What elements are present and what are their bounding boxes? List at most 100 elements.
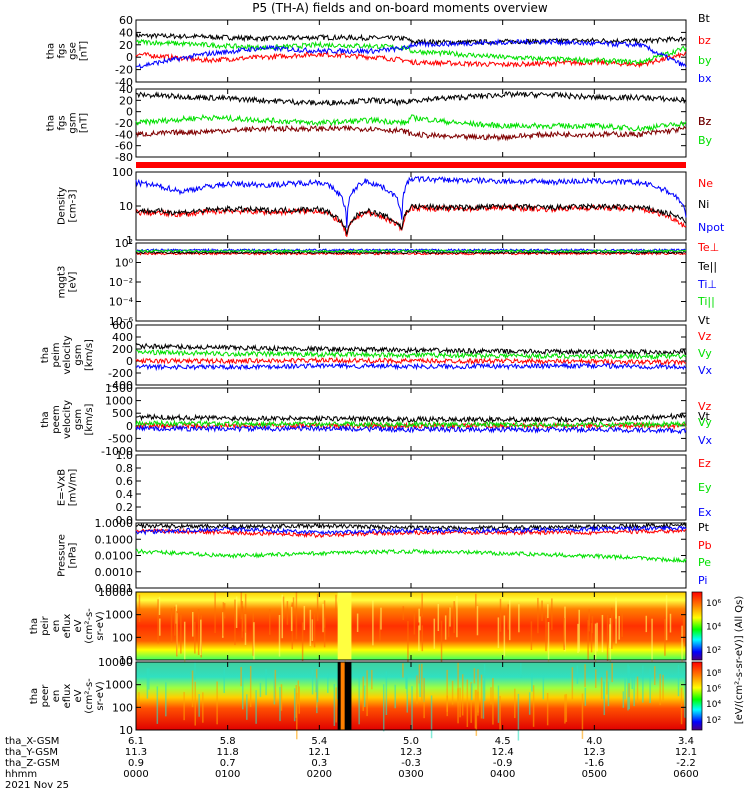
spectrogram-streak xyxy=(406,694,409,713)
spectrogram-streak xyxy=(482,680,485,719)
y-tick-label: 0.0 xyxy=(116,514,134,527)
spectrogram-streak xyxy=(157,599,159,644)
y-tick-label: 10 xyxy=(119,724,133,737)
footer-value: 0500 xyxy=(582,769,607,780)
spectrogram-streak xyxy=(242,670,244,710)
spectrogram-streak xyxy=(419,616,421,631)
y-tick-label: 0.0010 xyxy=(95,566,134,579)
spectrogram-streak xyxy=(546,692,549,726)
spectrogram-streak xyxy=(430,695,433,739)
series-line-by xyxy=(135,38,687,66)
legend-label: Bz xyxy=(698,115,712,128)
colorbar-tick-label: 10² xyxy=(706,646,721,656)
spectrogram-streak xyxy=(682,611,685,636)
spectrogram-streak xyxy=(645,615,648,633)
panel-3: 100 10 1 Density [cm-3] Ne Ni Npot xyxy=(57,166,725,247)
legend-label: Ey xyxy=(698,481,712,494)
spectrogram-streak xyxy=(222,602,225,636)
spectrogram-streak xyxy=(517,693,520,741)
spectrogram-streak xyxy=(497,617,500,649)
spectrogram-streak xyxy=(323,600,326,628)
y-tick-label: 10 xyxy=(119,200,133,213)
legend-label: Te⊥ xyxy=(697,241,719,254)
series-line-Pe xyxy=(135,548,687,563)
spectrogram-streak xyxy=(624,678,626,700)
spectrogram-streak xyxy=(518,604,520,633)
y-tick-label: 10⁰ xyxy=(115,257,134,270)
y-tick-label: -40 xyxy=(115,128,133,141)
spectrogram-streak xyxy=(446,669,448,712)
legend-label: by xyxy=(698,54,712,67)
spectrogram-streak xyxy=(497,685,500,723)
spectrogram-streak xyxy=(279,686,281,722)
legend-label: bx xyxy=(698,72,712,85)
y-tick-label: 100 xyxy=(112,166,133,179)
colorbar-tick-label: 10⁶ xyxy=(706,685,721,695)
spectrogram-streak xyxy=(633,673,635,707)
y-tick-label: -20 xyxy=(115,117,133,130)
spectrogram-streak xyxy=(411,686,413,730)
y-axis-label: [eV] xyxy=(68,272,79,293)
footer-value: -2.2 xyxy=(676,758,696,769)
spectrogram-streak xyxy=(216,681,218,725)
spectrogram-streak xyxy=(180,614,182,654)
y-tick-label: 0.6 xyxy=(116,475,134,488)
footer-value: 0300 xyxy=(398,769,423,780)
footer-value: 5.0 xyxy=(403,736,419,747)
spectrogram-streak xyxy=(223,666,225,694)
legend-label: Vx xyxy=(698,364,713,377)
y-axis-label: eV xyxy=(73,619,84,632)
spectrogram-streak xyxy=(681,625,683,664)
y-tick-label: 1500 xyxy=(105,382,133,395)
y-axis-label: [nT] xyxy=(79,41,90,61)
spectrogram-streak xyxy=(253,622,255,661)
y-axis-label: eflux xyxy=(62,614,73,639)
spectrogram-streak xyxy=(680,687,683,725)
footer-value: 12.1 xyxy=(308,747,330,758)
spectrogram-streak xyxy=(563,617,565,650)
y-tick-label: 100 xyxy=(112,701,133,714)
spectrogram-streak xyxy=(292,597,295,612)
spectrogram-streak xyxy=(618,615,620,640)
y-axis-label: peer xyxy=(40,684,51,708)
spectrogram-streak xyxy=(297,680,300,704)
spectrogram-streak xyxy=(405,674,407,689)
status-bar xyxy=(136,162,686,168)
spectrogram-streak xyxy=(362,676,364,711)
spectrogram-streak xyxy=(138,594,141,623)
spectrogram-streak xyxy=(611,607,613,649)
spectrogram-streak xyxy=(174,606,176,636)
spectrogram-streak xyxy=(631,674,633,690)
y-axis-label: [mV/m] xyxy=(68,469,79,507)
y-axis-label: [nT] xyxy=(79,113,90,133)
y-tick-label: 10⁻² xyxy=(109,276,133,289)
spectrogram-streak xyxy=(542,675,545,700)
spectrogram-streak xyxy=(475,593,477,613)
y-tick-label: 10⁻⁶ xyxy=(109,315,134,328)
series-line-bz xyxy=(135,50,687,69)
spectrogram-streak xyxy=(246,694,248,720)
spectrogram-streak xyxy=(202,692,204,723)
spectrogram-streak xyxy=(470,682,472,723)
spectrogram-streak xyxy=(581,693,584,739)
spectrogram-streak xyxy=(649,668,651,703)
spectrogram-streak xyxy=(507,604,510,630)
spectrogram-streak xyxy=(311,619,314,641)
spectrogram-streak xyxy=(298,686,300,714)
spectrogram-streak xyxy=(577,623,579,654)
series-line-Vy xyxy=(135,419,687,429)
y-tick-label: 1000 xyxy=(105,395,133,408)
footer-value: 0400 xyxy=(490,769,515,780)
spectrogram-streak xyxy=(449,607,451,627)
series-line-Bz xyxy=(135,124,687,142)
spectrogram-streak xyxy=(456,595,458,638)
series-line-Ne xyxy=(135,203,687,238)
y-axis-label: fgs xyxy=(57,43,68,58)
spectrogram-streak xyxy=(541,600,543,621)
y-tick-label: 1 xyxy=(126,234,133,247)
series-line-Te⊥ xyxy=(135,251,687,256)
y-axis-label: [cm-3] xyxy=(68,189,79,222)
footer-value: -0.3 xyxy=(401,758,421,769)
